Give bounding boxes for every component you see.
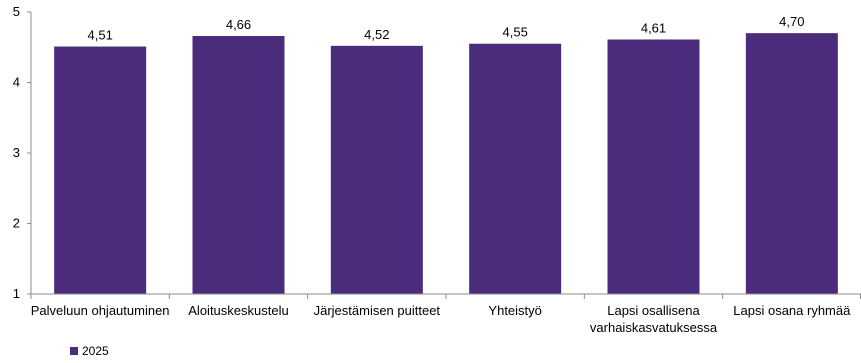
bar xyxy=(469,43,562,294)
data-label: 4,55 xyxy=(503,25,528,40)
x-tick-label: Lapsi osana ryhmää xyxy=(733,303,851,318)
legend: 2025 xyxy=(70,344,109,358)
bar xyxy=(54,46,147,294)
x-tick-label-line: Aloituskeskustelu xyxy=(188,303,288,318)
x-tick-label-line: varhaiskasvatuksessa xyxy=(590,320,718,335)
x-tick-label: Palveluun ohjautuminen xyxy=(31,303,170,318)
x-tick-label-line: Järjestämisen puitteet xyxy=(314,303,441,318)
data-label: 4,61 xyxy=(641,20,666,35)
bars xyxy=(54,33,838,295)
x-tick-label: Yhteistyö xyxy=(488,303,541,318)
x-axis: Palveluun ohjautuminen Aloituskeskustelu J… xyxy=(30,293,861,335)
x-tick-label-line: Lapsi osana ryhmää xyxy=(733,303,851,318)
x-tick-label-line: Lapsi osallisena xyxy=(607,303,700,318)
y-tick-label: 1 xyxy=(13,286,20,301)
bar xyxy=(330,45,423,295)
legend-swatch-2025 xyxy=(70,347,78,355)
bar xyxy=(745,33,838,295)
data-label: 4,66 xyxy=(226,17,251,32)
bar xyxy=(192,35,285,294)
legend-label-2025: 2025 xyxy=(82,344,109,358)
y-tick-label: 2 xyxy=(13,216,20,231)
x-tick-label: Lapsi osallisena varhaiskasvatuksessa xyxy=(590,303,718,335)
y-tick-label: 5 xyxy=(13,4,20,19)
data-label: 4,70 xyxy=(779,14,804,29)
x-tick-label-line: Yhteistyö xyxy=(488,303,541,318)
y-tick-label: 3 xyxy=(13,145,20,160)
data-label: 4,52 xyxy=(364,27,389,42)
x-tick-label: Aloituskeskustelu xyxy=(188,303,288,318)
y-axis: 1 2 3 4 5 xyxy=(13,4,32,301)
x-tick-label: Järjestämisen puitteet xyxy=(314,303,441,318)
data-label: 4,51 xyxy=(88,28,113,43)
y-tick-label: 4 xyxy=(13,75,20,90)
data-labels: 4,51 4,66 4,52 4,55 4,61 4,70 xyxy=(88,14,805,42)
x-tick-label-line: Palveluun ohjautuminen xyxy=(31,303,170,318)
bar xyxy=(607,39,700,295)
